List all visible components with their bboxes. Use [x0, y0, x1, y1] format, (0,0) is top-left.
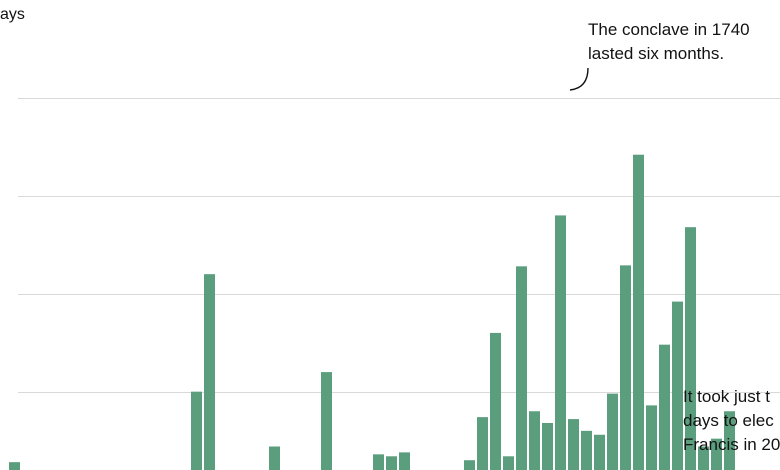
bar-49: [646, 405, 657, 470]
annotation-1740-line-1: The conclave in 1740: [588, 20, 750, 39]
bar-44: [581, 430, 592, 470]
annotation-1740-leader: [569, 67, 589, 91]
bar-20: [269, 446, 280, 470]
annotation-francis-line-3: Francis in 20: [683, 435, 780, 454]
bar-38: [503, 456, 514, 470]
bar-37: [490, 332, 501, 470]
bar-54: [711, 438, 722, 470]
bar-36: [477, 417, 488, 470]
bar-14: [191, 391, 202, 470]
bar-51: [672, 301, 683, 470]
bar-39: [516, 266, 527, 470]
bar-28: [373, 454, 384, 470]
bar-53: [698, 446, 709, 470]
bar-52: [685, 227, 696, 470]
annotation-1740-line-2: lasted six months.: [588, 44, 725, 63]
bar-0: [9, 462, 20, 470]
bar-42: [555, 215, 566, 470]
bar-50: [659, 344, 670, 470]
bar-47: [620, 265, 631, 470]
bar-48: [633, 154, 644, 470]
annotation-francis-line-1: It took just t: [683, 387, 770, 406]
bar-35: [464, 460, 475, 470]
bar-15: [204, 274, 215, 470]
bar-40: [529, 411, 540, 470]
bar-46: [607, 393, 618, 470]
annotation-1740: The conclave in 1740 lasted six months.: [588, 18, 750, 66]
annotation-francis-line-2: days to elec: [683, 411, 774, 430]
annotation-francis: It took just t days to elec Francis in 2…: [683, 385, 780, 457]
bar-41: [542, 423, 553, 470]
gridlines: [18, 98, 780, 393]
bar-30: [399, 452, 410, 470]
bar-55: [724, 411, 735, 470]
bar-43: [568, 419, 579, 470]
bar-29: [386, 456, 397, 470]
bar-45: [594, 434, 605, 470]
y-axis-label: ays: [0, 6, 25, 23]
bar-24: [321, 372, 332, 470]
bars: [9, 154, 735, 470]
